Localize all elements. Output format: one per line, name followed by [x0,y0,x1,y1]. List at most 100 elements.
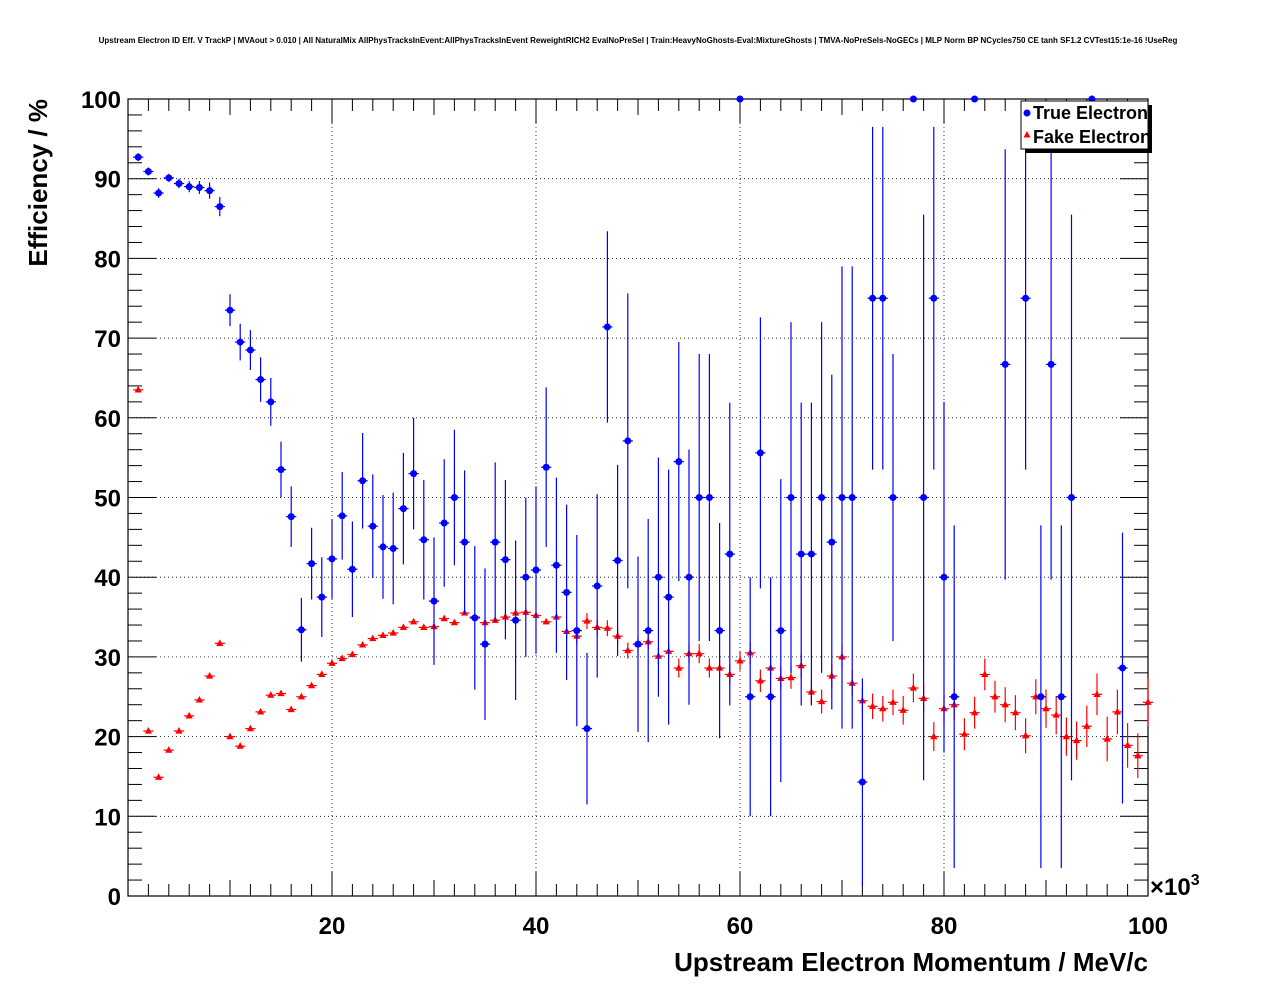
y-tick-label: 100 [81,87,121,114]
fake-electron-point [206,672,214,679]
fake-electron-point [389,628,397,636]
y-tick-label: 70 [94,326,121,353]
true-electron-point [155,189,163,197]
fake-electron-point [736,656,744,664]
true-electron-point [532,566,540,574]
true-electron-point [665,593,673,601]
true-electron-point [440,519,448,527]
fake-electron-point [267,691,275,698]
series-fake-electron [133,385,1154,780]
true-electron-point [767,693,775,701]
true-electron-point [563,588,571,596]
legend-box [1020,100,1149,150]
true-electron-point [522,573,530,581]
true-electron-point [512,616,520,624]
legend-marker-fake-electron [1023,131,1031,138]
true-electron-point [614,556,622,564]
fake-electron-point [542,617,550,625]
grid [128,99,1148,896]
true-electron-point [165,174,173,182]
true-electron-point [318,593,326,601]
y-tick-label: 0 [108,884,121,911]
true-electron-point [1047,360,1055,368]
true-electron-point [971,95,979,103]
true-electron-point [950,693,958,701]
true-electron-point [257,376,265,384]
true-electron-point [1022,294,1030,302]
true-electron-point [1057,693,1065,701]
fake-electron-point [297,692,305,700]
true-electron-point [144,168,152,176]
fake-electron-point [787,673,795,681]
fake-electron-point [1052,711,1060,718]
fake-electron-point [399,623,407,631]
fake-electron-point [226,732,234,740]
true-electron-point [726,550,734,558]
fake-electron-point [195,695,203,703]
fake-electron-point [348,650,356,658]
true-electron-point [777,627,785,635]
y-tick-label: 30 [94,645,121,672]
fake-electron-point [1144,698,1152,705]
true-electron-point [603,323,611,331]
true-electron-point [430,597,438,605]
fake-electron-point [328,659,336,666]
true-electron-point [1037,693,1045,701]
true-electron-point [940,573,948,581]
true-electron-point [879,294,887,302]
true-electron-point [389,545,397,553]
fake-electron-point [246,724,254,732]
true-electron-point [481,640,489,648]
fake-electron-point [216,639,224,646]
fake-electron-point [369,634,377,642]
fake-electron-point [420,623,428,631]
fake-electron-point [1042,704,1050,712]
y-tick-label: 80 [94,246,121,273]
legend-label-true-electron: True Electron [1033,103,1148,123]
true-electron-point [491,538,499,546]
true-electron-point [501,556,509,564]
fake-electron-point [287,705,295,713]
fake-electron-point [1103,734,1111,742]
y-tick-label: 50 [94,486,121,513]
true-electron-point [216,203,224,211]
true-electron-point [736,95,744,103]
fake-electron-point [175,727,183,734]
true-electron-point [583,725,591,733]
fake-electron-point [603,624,611,631]
true-electron-point [593,582,601,590]
fake-electron-point [338,654,346,662]
true-electron-point [920,494,928,501]
fake-electron-point [879,704,887,712]
true-electron-point [236,338,244,346]
y-tick-label: 40 [94,565,121,592]
fake-electron-point [971,708,979,716]
true-electron-point [399,505,407,513]
true-electron-point [573,627,581,635]
fake-electron-point [165,746,173,753]
x-tick-labels: 20 40 60 80 100 [319,913,1168,940]
true-electron-point [756,449,764,457]
fake-electron-point [1093,690,1101,697]
true-electron-point [175,179,183,187]
true-electron-point [828,538,836,546]
true-electron-point [267,398,275,406]
true-electron-point [185,183,193,191]
true-electron-point [134,153,142,161]
fake-electron-point [756,676,764,684]
true-electron-point [277,466,285,474]
fake-electron-point [624,646,632,654]
true-electron-point [675,458,683,466]
true-electron-point [930,294,938,302]
fake-electron-point [675,664,683,671]
true-electron-point [807,550,815,558]
true-electron-point [624,437,632,445]
fake-electron-point [960,730,968,737]
true-electron-point [869,294,877,302]
legend: True Electron Fake Electron [1020,100,1152,153]
true-electron-point [705,494,713,501]
true-electron-point [348,565,356,573]
true-electron-point [746,693,754,701]
fake-electron-point [583,617,591,624]
true-electron-point [1001,360,1009,368]
